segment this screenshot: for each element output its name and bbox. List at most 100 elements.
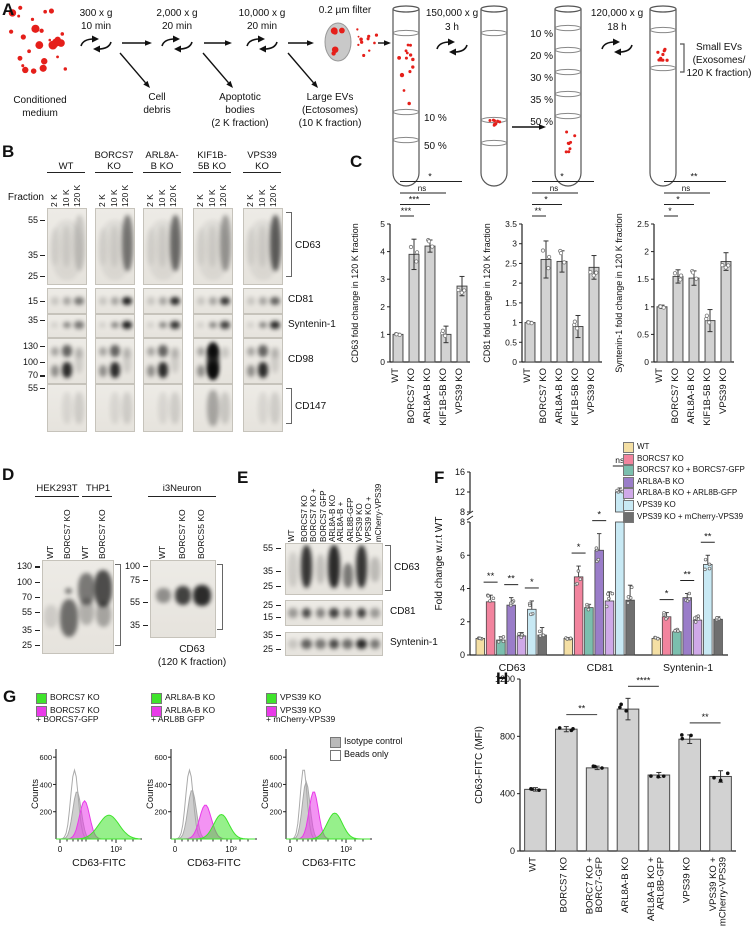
group-underline bbox=[148, 496, 216, 498]
panel-a-label: A bbox=[2, 0, 15, 19]
svg-text:KIF1B-5B KO: KIF1B-5B KO bbox=[570, 368, 581, 426]
svg-text:1: 1 bbox=[644, 302, 649, 312]
lane-label: 2 K bbox=[97, 194, 108, 207]
legend-swatch bbox=[623, 453, 634, 465]
svg-text:WT: WT bbox=[390, 368, 401, 383]
mw-tick bbox=[40, 254, 45, 256]
svg-text:**: ** bbox=[683, 569, 691, 580]
svg-text:120,000 x g: 120,000 x g bbox=[591, 8, 643, 19]
lane-label: BORCS7 KO bbox=[62, 509, 73, 559]
gel-syntenin-1 bbox=[143, 314, 183, 338]
mw-tick bbox=[276, 570, 281, 572]
svg-text:ARL8A-B KO: ARL8A-B KO bbox=[620, 857, 631, 913]
flow-histogram: 200 400 600 0 10³ Counts CD63-FITC bbox=[30, 741, 148, 873]
svg-text:0.5: 0.5 bbox=[505, 337, 517, 347]
legend-item: ARL8A-B KO + ARL8B-GFP bbox=[623, 488, 754, 500]
svg-text:2,000 x g: 2,000 x g bbox=[156, 8, 197, 19]
svg-text:BORCS7 KO: BORCS7 KO bbox=[538, 368, 549, 423]
svg-text:Small EVs: Small EVs bbox=[696, 42, 742, 53]
group-underline bbox=[47, 172, 85, 174]
group-underline bbox=[95, 172, 133, 174]
mw-tick bbox=[276, 616, 281, 618]
svg-text:Fold change w.r.t WT: Fold change w.r.t WT bbox=[434, 517, 445, 611]
svg-text:(Ectosomes): (Ectosomes) bbox=[302, 105, 358, 116]
svg-text:10³: 10³ bbox=[340, 845, 352, 854]
svg-text:1.5: 1.5 bbox=[505, 298, 517, 308]
svg-text:ARL8A-B KO: ARL8A-B KO bbox=[554, 368, 565, 424]
mw-marker: 55 bbox=[27, 382, 38, 393]
svg-text:Large EVs: Large EVs bbox=[307, 92, 354, 103]
legend-item: BORCS7 KO + BORCS7-GFP bbox=[36, 704, 186, 725]
mw-marker: 25 bbox=[27, 270, 38, 281]
flow-histogram: 200 400 600 0 10³ Counts CD63-FITC bbox=[145, 741, 263, 873]
svg-text:10 %: 10 % bbox=[424, 113, 447, 124]
svg-text:400: 400 bbox=[154, 780, 167, 789]
mw-marker: 35 bbox=[21, 624, 32, 635]
bar-chart-C: 0 0.5 1 1.5 2 2.5 3 3.5 WT BORCS7 KO ARL8A-B KO KIF… bbox=[482, 172, 602, 426]
gel-syntenin-1 bbox=[243, 314, 283, 338]
legend-label: VPS39 KO bbox=[280, 692, 322, 702]
gel-syntenin-1 bbox=[47, 314, 87, 338]
mw-tick bbox=[40, 275, 45, 277]
lane-label: 10 K bbox=[206, 189, 217, 208]
group-label: i3Neuron bbox=[162, 483, 202, 494]
lane-label: 10 K bbox=[60, 189, 71, 208]
svg-text:(Exosomes/: (Exosomes/ bbox=[693, 55, 746, 66]
blot-name: CD63 bbox=[295, 239, 321, 251]
mw-marker: 55 bbox=[21, 606, 32, 617]
svg-text:CD81: CD81 bbox=[587, 662, 614, 674]
mw-tick bbox=[276, 548, 281, 550]
group-label: HEK293T bbox=[36, 483, 78, 494]
svg-text:KIF1B-5B KO: KIF1B-5B KO bbox=[702, 368, 713, 426]
panel-c-bar-charts: C 0 1 2 3 4 5 WT BORCS7 KO ARL8A-B KO KIF1B-5B KO… bbox=[338, 148, 754, 448]
mw-marker: 70 bbox=[27, 370, 38, 381]
svg-text:VPS39 KO: VPS39 KO bbox=[718, 368, 729, 414]
mw-marker: 130 bbox=[22, 340, 38, 351]
bracket bbox=[115, 564, 121, 646]
group-label: THP1 bbox=[85, 483, 111, 494]
chart-cd63-fold-change: 0 1 2 3 4 5 WT BORCS7 KO ARL8A-B KO KIF1B-5B KO VP… bbox=[346, 160, 474, 456]
lane-label: BORCS7 KO bbox=[96, 509, 107, 559]
lane-label: WT bbox=[44, 545, 55, 559]
svg-text:0: 0 bbox=[173, 845, 178, 854]
gel-cd63 bbox=[47, 208, 87, 285]
svg-text:*: * bbox=[597, 510, 601, 521]
mw-tick bbox=[143, 566, 148, 568]
svg-text:*: * bbox=[560, 172, 564, 182]
gel-cd98 bbox=[193, 338, 233, 384]
blot-name: CD63 bbox=[394, 562, 420, 573]
svg-text:600: 600 bbox=[39, 753, 52, 762]
svg-text:*: * bbox=[665, 589, 669, 600]
svg-text:CD81 fold change in 120 K frac: CD81 fold change in 120 K fraction bbox=[482, 223, 492, 363]
mw-tick bbox=[276, 648, 281, 650]
svg-text:35 %: 35 % bbox=[530, 95, 553, 106]
legend-item: VPS39 KO bbox=[623, 499, 754, 511]
svg-text:*: * bbox=[676, 195, 680, 205]
mw-marker: 35 bbox=[129, 619, 140, 630]
lane-label: 120 K bbox=[71, 184, 82, 207]
mw-tick bbox=[143, 624, 148, 626]
legend-item: WT bbox=[623, 442, 754, 453]
svg-text:*: * bbox=[530, 577, 534, 588]
svg-text:3: 3 bbox=[380, 274, 385, 284]
legend-item: BORCS7 KO bbox=[36, 692, 186, 704]
gel-cd63 bbox=[95, 208, 135, 285]
group-underline bbox=[193, 172, 231, 174]
svg-text:1: 1 bbox=[512, 318, 517, 328]
svg-text:0: 0 bbox=[460, 650, 465, 660]
lane-label: WT bbox=[79, 545, 90, 559]
legend-label: WT bbox=[637, 442, 650, 451]
svg-text:8: 8 bbox=[460, 507, 465, 517]
svg-text:20 min: 20 min bbox=[247, 21, 277, 32]
svg-text:Counts: Counts bbox=[30, 779, 41, 809]
mw-tick bbox=[143, 579, 148, 581]
svg-text:300 x g: 300 x g bbox=[80, 8, 113, 19]
legend-label: BORCS7 KO + BORCS7-GFP bbox=[36, 704, 100, 724]
mw-tick bbox=[40, 375, 45, 377]
svg-text:5: 5 bbox=[380, 219, 385, 229]
histogram-G2: 200 400 600 0 10³ Counts CD63-FITC bbox=[145, 749, 257, 869]
legend-label: ARL8A-B KO + ARL8B GFP bbox=[151, 704, 216, 724]
lane-label: BORCS7 KO + BORCS7 GFP bbox=[308, 488, 328, 542]
legend-label: BORCS7 KO bbox=[50, 692, 100, 702]
